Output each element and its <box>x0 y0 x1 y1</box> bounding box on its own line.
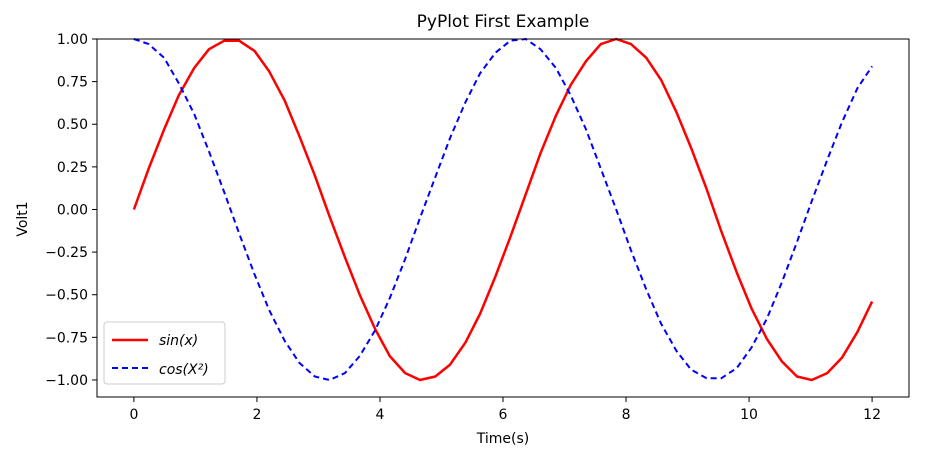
y-tick-label: 0.75 <box>57 75 88 91</box>
x-axis-label: Time(s) <box>476 431 529 447</box>
y-tick-label: −1.00 <box>45 373 88 389</box>
x-tick-label: 10 <box>740 407 758 423</box>
chart-title: PyPlot First Example <box>417 12 590 32</box>
legend-label-sin: sin(x) <box>159 333 198 349</box>
ticks: 0 2 4 6 8 10 12 1.00 0.75 0.50 0.25 0.00 −0.25 −0.50 −… <box>45 32 881 423</box>
plot-frame <box>96 38 910 398</box>
x-tick-label: 0 <box>129 407 138 423</box>
series-lines <box>132 37 874 382</box>
x-tick-label: 2 <box>252 407 261 423</box>
x-tick-label: 4 <box>376 407 385 423</box>
y-tick-label: −0.75 <box>45 330 88 346</box>
x-tick-label: 6 <box>499 407 508 423</box>
y-tick-label: −0.50 <box>45 288 88 304</box>
y-tick-label: 1.00 <box>57 32 88 48</box>
y-tick-label: −0.25 <box>45 245 88 261</box>
series-line-sin <box>132 37 874 382</box>
legend: sin(x) cos(X²) <box>103 321 226 385</box>
y-tick-label: 0.00 <box>57 202 88 218</box>
x-tick-label: 12 <box>863 407 881 423</box>
series-line-cos <box>133 38 873 381</box>
y-axis-label: Volt1 <box>15 201 31 236</box>
legend-label-cos: cos(X²) <box>159 362 209 378</box>
y-tick-label: 0.50 <box>57 117 88 133</box>
x-tick-label: 8 <box>622 407 631 423</box>
y-tick-label: 0.25 <box>57 160 88 176</box>
